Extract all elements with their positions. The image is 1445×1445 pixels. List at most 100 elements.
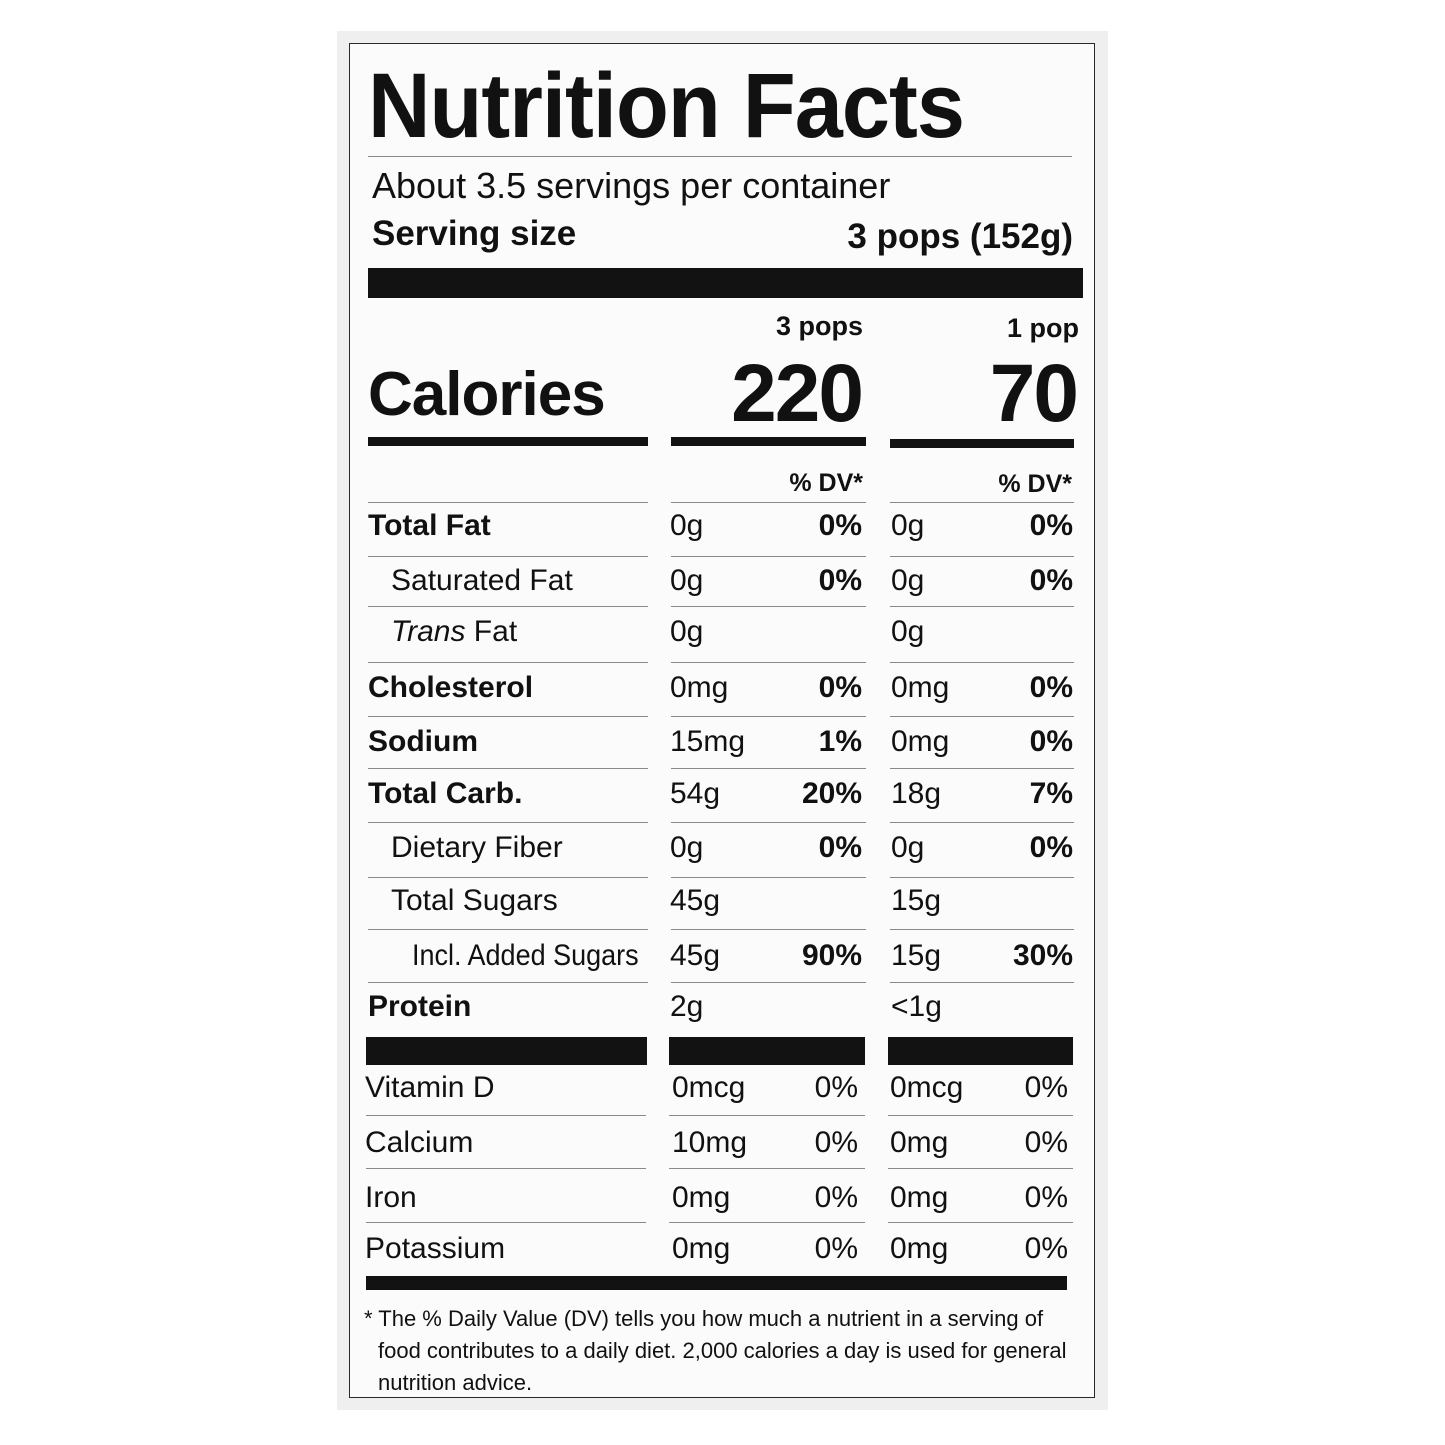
amount-1-pop: 18g <box>891 777 942 810</box>
serving-size-label: Serving size <box>372 214 577 253</box>
servings-per-container: About 3.5 servings per container <box>372 165 891 206</box>
amount-1-pop: 0mg <box>891 725 950 758</box>
nutrient-name: Total Carb. <box>368 777 523 810</box>
amount-3-pops: 45g <box>670 939 721 972</box>
row-divider <box>368 716 648 717</box>
serving-size-value: 3 pops (152g) <box>847 217 1073 256</box>
amount-3-pops: 0mg <box>672 1181 731 1214</box>
row-divider <box>671 606 866 607</box>
dv-1-pop: 0% <box>1029 564 1073 597</box>
dv-1-pop: 0% <box>1024 1126 1068 1159</box>
row-divider <box>669 1115 865 1116</box>
dv-1-pop: 30% <box>1012 939 1073 972</box>
vitamin-name: Calcium <box>365 1126 474 1159</box>
dv-1-pop: 0% <box>1024 1232 1068 1265</box>
calories-label: Calories <box>368 360 606 429</box>
vitamin-name: Vitamin D <box>365 1071 495 1104</box>
divider-thick <box>368 268 1083 298</box>
amount-3-pops: 2g <box>670 990 704 1023</box>
row-divider <box>368 768 648 769</box>
nutrient-name: Cholesterol <box>368 671 534 704</box>
row-divider <box>890 716 1074 717</box>
row-divider <box>671 662 866 663</box>
row-divider <box>888 1222 1073 1223</box>
amount-1-pop: 0mg <box>890 1126 949 1159</box>
row-divider <box>368 606 648 607</box>
nutrient-name: Sodium <box>368 725 478 758</box>
dv-1-pop: 0% <box>1029 509 1073 542</box>
amount-1-pop: 0mg <box>890 1181 949 1214</box>
dv-3-pops: 1% <box>818 725 862 758</box>
amount-1-pop: 0mcg <box>890 1071 964 1104</box>
amount-3-pops: 0g <box>670 615 704 648</box>
label-title: Nutrition Facts <box>368 55 965 157</box>
amount-3-pops: 0mcg <box>672 1071 746 1104</box>
amount-3-pops: 54g <box>670 777 721 810</box>
nutrient-name: Trans Fat <box>391 615 518 648</box>
row-divider <box>890 982 1074 983</box>
divider-medium <box>366 1276 1067 1290</box>
dv-3-pops: 0% <box>814 1071 858 1104</box>
row-divider <box>890 877 1074 878</box>
nutrient-name: Dietary Fiber <box>391 831 563 864</box>
dv-heading-1-pop: % DV* <box>998 470 1072 498</box>
dv-1-pop: 0% <box>1029 725 1073 758</box>
divider-thin <box>368 156 1072 157</box>
vitamin-name: Iron <box>365 1181 417 1214</box>
divider-thick <box>888 1037 1073 1065</box>
row-divider <box>368 822 648 823</box>
divider-medium <box>671 437 866 446</box>
vitamin-name: Potassium <box>365 1232 506 1265</box>
row-divider <box>888 1115 1073 1116</box>
dv-heading-3-pops: % DV* <box>789 469 863 497</box>
row-divider <box>368 502 648 503</box>
row-divider <box>366 1115 646 1116</box>
nutrient-name: Total Sugars <box>391 884 558 917</box>
row-divider <box>671 822 866 823</box>
dv-1-pop: 7% <box>1029 777 1073 810</box>
amount-3-pops: 15mg <box>670 725 746 758</box>
nutrient-name: Saturated Fat <box>391 564 573 597</box>
amount-3-pops: 0g <box>670 564 704 597</box>
row-divider <box>671 877 866 878</box>
amount-3-pops: 10mg <box>672 1126 748 1159</box>
row-divider <box>671 768 866 769</box>
row-divider <box>368 556 648 557</box>
amount-3-pops: 0mg <box>672 1232 731 1265</box>
row-divider <box>368 662 648 663</box>
calories-value-3-pops: 220 <box>731 348 864 439</box>
dv-3-pops: 0% <box>818 671 862 704</box>
row-divider <box>669 1168 865 1169</box>
amount-1-pop: 0mg <box>890 1232 949 1265</box>
amount-1-pop: 0g <box>891 509 925 542</box>
divider-medium <box>890 439 1074 448</box>
row-divider <box>890 768 1074 769</box>
row-divider <box>368 982 648 983</box>
amount-1-pop: <1g <box>891 990 942 1023</box>
nutrient-name: Incl. Added Sugars <box>412 939 639 972</box>
amount-1-pop: 0g <box>891 831 925 864</box>
dv-3-pops: 0% <box>814 1232 858 1265</box>
footnote-line: * The % Daily Value (DV) tells you how m… <box>364 1306 1044 1331</box>
dv-1-pop: 0% <box>1029 671 1073 704</box>
footnote: * The % Daily Value (DV) tells you how m… <box>364 1303 1088 1399</box>
row-divider <box>890 822 1074 823</box>
divider-thick <box>669 1037 865 1065</box>
row-divider <box>890 606 1074 607</box>
column-heading-3-pops: 3 pops <box>775 311 863 341</box>
dv-3-pops: 0% <box>814 1181 858 1214</box>
row-divider <box>671 556 866 557</box>
row-divider <box>669 1222 865 1223</box>
dv-3-pops: 0% <box>818 831 862 864</box>
footnote-line: food contributes to a daily diet. 2,000 … <box>378 1338 1067 1363</box>
column-heading-1-pop: 1 pop <box>1007 313 1079 343</box>
amount-1-pop: 0g <box>891 564 925 597</box>
dv-3-pops: 0% <box>814 1126 858 1159</box>
calories-value-1-pop: 70 <box>989 348 1079 439</box>
row-divider <box>890 662 1074 663</box>
amount-1-pop: 0mg <box>891 671 950 704</box>
row-divider <box>671 982 866 983</box>
amount-3-pops: 45g <box>670 884 721 917</box>
row-divider <box>890 929 1074 930</box>
amount-1-pop: 15g <box>891 884 942 917</box>
